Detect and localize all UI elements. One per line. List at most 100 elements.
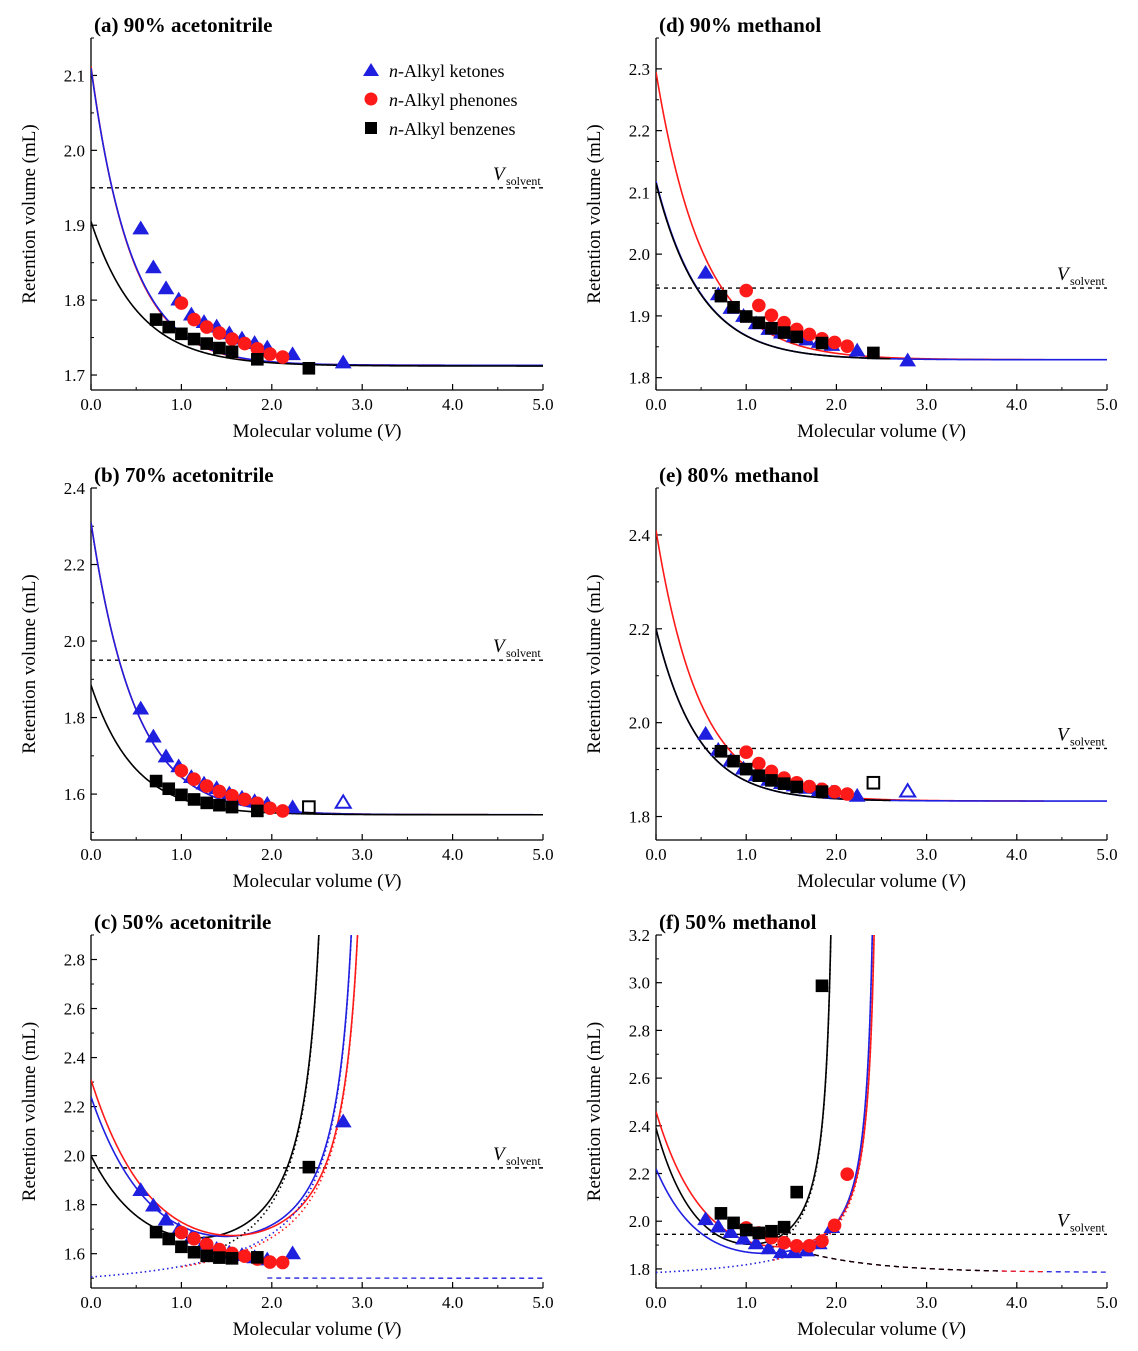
y-axis-label: Retention volume (mL) bbox=[584, 574, 605, 753]
x-tick-label: 2.0 bbox=[826, 395, 847, 414]
benzene-point bbox=[187, 332, 201, 346]
x-tick-label: 5.0 bbox=[1096, 1293, 1117, 1312]
x-tick-label: 1.0 bbox=[171, 845, 192, 864]
benzene-point bbox=[866, 775, 881, 790]
x-axis-label: Molecular volume (V) bbox=[233, 421, 402, 442]
data-markers bbox=[132, 220, 352, 375]
y-tick-label: 1.8 bbox=[64, 1196, 85, 1215]
y-tick-label: 2.0 bbox=[629, 245, 650, 264]
panel-e: (e) 80% methanol 0.0 1.0 2.0 3.0 4.0 5.0 1.8 2.0… bbox=[584, 463, 1118, 892]
fit-curve bbox=[656, 935, 874, 1274]
ketone-point bbox=[144, 1197, 162, 1212]
phenone-point bbox=[237, 336, 252, 351]
y-tick-label: 1.8 bbox=[629, 369, 650, 388]
vsolvent-label: V bbox=[1057, 1210, 1071, 1231]
x-axis-label-end: ) bbox=[960, 1319, 966, 1340]
benzene-point bbox=[187, 1245, 201, 1259]
benzene-point bbox=[175, 327, 188, 341]
y-tick-label: 2.8 bbox=[629, 1021, 650, 1040]
phenone-point bbox=[174, 296, 189, 310]
y-tick-label: 2.2 bbox=[64, 556, 85, 575]
benzene-point bbox=[815, 979, 829, 993]
x-axis-label-text: Molecular volume ( bbox=[233, 421, 384, 442]
x-tick-label: 0.0 bbox=[80, 845, 101, 864]
y-tick-label: 3.2 bbox=[629, 926, 650, 945]
ketone-point bbox=[157, 748, 175, 763]
benzene-point bbox=[162, 782, 176, 796]
fit-curve bbox=[656, 935, 875, 1248]
y-tick-label: 1.6 bbox=[64, 785, 85, 804]
panel-title: (e) 80% methanol bbox=[659, 463, 819, 487]
fit-curve bbox=[91, 684, 543, 816]
benzene-point bbox=[777, 777, 791, 790]
benzene-point bbox=[777, 326, 791, 339]
y-axis-label: Retention volume (mL) bbox=[584, 124, 605, 303]
panel-title: (c) 50% acetonitrile bbox=[94, 910, 271, 934]
fit-curves bbox=[656, 530, 1107, 802]
x-tick-label: 1.0 bbox=[736, 395, 757, 414]
phenone-point bbox=[212, 784, 227, 799]
x-tick-label: 1.0 bbox=[171, 395, 192, 414]
x-axis-label-text: Molecular volume ( bbox=[797, 421, 948, 442]
benzene-point bbox=[200, 1249, 214, 1263]
benzene-point bbox=[213, 341, 226, 355]
benzene-point bbox=[162, 320, 176, 334]
x-axis-label: Molecular volume (V) bbox=[797, 1319, 966, 1340]
panel-c: (c) 50% acetonitrile 0.0 1.0 2.0 3.0 4.0 5.0 1.… bbox=[19, 910, 554, 1340]
legend-label-text: -Alkyl phenones bbox=[398, 90, 517, 110]
phenone-point bbox=[777, 1235, 791, 1250]
x-tick-label: 0.0 bbox=[645, 845, 666, 864]
vsolvent-label: V bbox=[493, 164, 507, 185]
legend-label-prefix: n bbox=[389, 119, 398, 139]
phenone-point bbox=[739, 283, 754, 298]
fit-curve bbox=[763, 935, 832, 1253]
phenone-point bbox=[827, 1218, 842, 1233]
x-tick-label: 1.0 bbox=[736, 1293, 757, 1312]
fit-curve bbox=[813, 1253, 999, 1272]
x-tick-label: 2.0 bbox=[261, 1293, 282, 1312]
ketone-point bbox=[334, 1113, 352, 1128]
ketone-point bbox=[333, 793, 353, 809]
legend-marker-square bbox=[365, 122, 377, 134]
x-tick-label: 1.0 bbox=[171, 1293, 192, 1312]
phenone-point bbox=[764, 308, 779, 323]
ketone-point bbox=[747, 1235, 765, 1250]
ketone-point bbox=[132, 220, 150, 235]
legend-label: n-Alkyl ketones bbox=[389, 61, 504, 81]
x-tick-label: 3.0 bbox=[352, 395, 373, 414]
x-axis-label: Molecular volume (V) bbox=[233, 1319, 402, 1340]
benzene-point bbox=[790, 1185, 804, 1199]
panel-title: (b) 70% acetonitrile bbox=[94, 463, 274, 487]
benzene-point bbox=[752, 316, 766, 329]
panel-title: (f) 50% methanol bbox=[659, 910, 817, 934]
x-axis-label: Molecular volume (V) bbox=[797, 421, 966, 442]
phenone-point bbox=[815, 1234, 829, 1248]
y-tick-label: 2.4 bbox=[629, 526, 651, 545]
y-tick-label: 1.8 bbox=[629, 808, 650, 827]
y-tick-label: 2.4 bbox=[629, 1117, 651, 1136]
y-axis-label: Retention volume (mL) bbox=[19, 124, 40, 303]
vsolvent-subscript: solvent bbox=[1070, 734, 1105, 748]
panel-a: (a) 90% acetonitrile 0.0 1.0 2.0 3.0 4.0 5.0 1.… bbox=[19, 13, 554, 442]
y-tick-label: 2.2 bbox=[629, 620, 650, 639]
x-axis-label-var: V bbox=[948, 421, 962, 442]
phenone-point bbox=[199, 1237, 214, 1252]
x-tick-label: 5.0 bbox=[1096, 845, 1117, 864]
ketone-point bbox=[132, 1182, 150, 1197]
y-tick-label: 2.1 bbox=[629, 183, 650, 202]
phenone-point bbox=[752, 298, 766, 313]
ketone-point bbox=[697, 264, 714, 279]
panel-title: (a) 90% acetonitrile bbox=[94, 13, 272, 37]
y-tick-label: 2.2 bbox=[629, 122, 650, 141]
y-tick-label: 2.2 bbox=[629, 1165, 650, 1184]
phenone-point bbox=[789, 1238, 804, 1253]
x-axis-label-end: ) bbox=[395, 1319, 401, 1340]
phenone-point bbox=[199, 779, 214, 793]
phenone-point bbox=[263, 1255, 277, 1269]
x-tick-label: 3.0 bbox=[916, 1293, 937, 1312]
x-axis-label-var: V bbox=[948, 1319, 962, 1340]
x-tick-label: 2.0 bbox=[261, 395, 282, 414]
benzene-point bbox=[149, 774, 163, 788]
benzene-point bbox=[213, 1251, 226, 1264]
